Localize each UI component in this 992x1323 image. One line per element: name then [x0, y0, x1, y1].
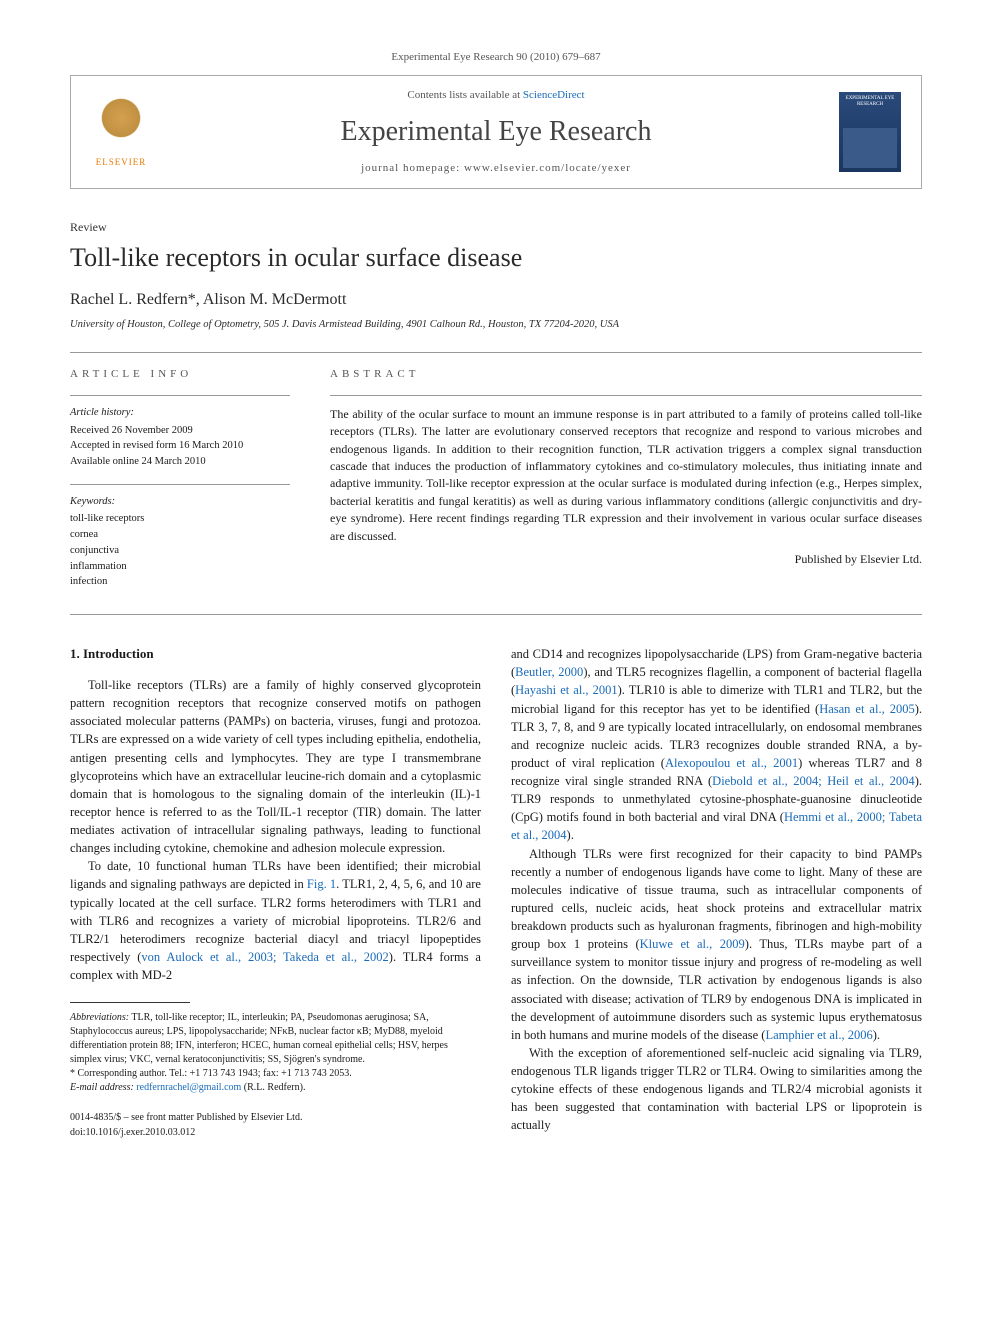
- corresponding-label: * Corresponding author.: [70, 1068, 169, 1079]
- article-type: Review: [70, 219, 922, 236]
- body-paragraph: and CD14 and recognizes lipopolysacchari…: [511, 645, 922, 844]
- citation-link[interactable]: Beutler, 2000: [515, 665, 583, 679]
- email-link[interactable]: redfernrachel@gmail.com: [136, 1082, 241, 1093]
- keyword: inflammation: [70, 559, 290, 575]
- body-text: 1. Introduction Toll-like receptors (TLR…: [70, 645, 922, 1140]
- figure-link[interactable]: Fig. 1: [307, 877, 336, 891]
- cover-image-icon: [843, 128, 897, 168]
- keyword: conjunctiva: [70, 543, 290, 559]
- publisher-name: ELSEVIER: [91, 156, 151, 169]
- citation-link[interactable]: Hasan et al., 2005: [819, 702, 915, 716]
- elsevier-tree-icon: [91, 94, 151, 154]
- abbrev-label: Abbreviations:: [70, 1012, 129, 1023]
- para-text: Although TLRs were first recognized for …: [511, 847, 922, 952]
- publisher-logo: ELSEVIER: [91, 94, 171, 170]
- body-paragraph: Toll-like receptors (TLRs) are a family …: [70, 676, 481, 857]
- keywords-heading: Keywords:: [70, 495, 290, 510]
- contents-available: Contents lists available at ScienceDirec…: [171, 88, 821, 103]
- citation-link[interactable]: Lamphier et al., 2006: [765, 1028, 872, 1042]
- journal-cover-thumbnail: EXPERIMENTAL EYE RESEARCH: [839, 92, 901, 172]
- citation-line: Experimental Eye Research 90 (2010) 679–…: [70, 50, 922, 65]
- history-heading: Article history:: [70, 406, 290, 421]
- abbreviations-footnote: Abbreviations: TLR, toll-like receptor; …: [70, 1011, 481, 1067]
- affiliation: University of Houston, College of Optome…: [70, 318, 922, 333]
- history-accepted: Accepted in revised form 16 March 2010: [70, 438, 290, 454]
- homepage-url[interactable]: www.elsevier.com/locate/yexer: [464, 162, 631, 174]
- body-paragraph: To date, 10 functional human TLRs have b…: [70, 857, 481, 984]
- abstract-column: ABSTRACT The ability of the ocular surfa…: [330, 367, 922, 604]
- para-text: ).: [873, 1028, 880, 1042]
- para-text: ). Thus, TLRs maybe part of a surveillan…: [511, 937, 922, 1042]
- journal-homepage: journal homepage: www.elsevier.com/locat…: [171, 161, 821, 176]
- corresponding-footnote: * Corresponding author. Tel.: +1 713 743…: [70, 1067, 481, 1081]
- keyword: infection: [70, 574, 290, 590]
- citation-link[interactable]: Hayashi et al., 2001: [515, 683, 617, 697]
- homepage-label: journal homepage:: [361, 162, 464, 174]
- copyright-line: 0014-4835/$ – see front matter Published…: [70, 1111, 481, 1126]
- citation-link[interactable]: Alexopoulou et al., 2001: [665, 756, 798, 770]
- history-received: Received 26 November 2009: [70, 423, 290, 439]
- email-suffix: (R.L. Redfern).: [241, 1082, 305, 1093]
- abstract-label: ABSTRACT: [330, 367, 922, 382]
- sciencedirect-link[interactable]: ScienceDirect: [523, 89, 585, 101]
- doi-line: doi:10.1016/j.exer.2010.03.012: [70, 1126, 481, 1141]
- body-paragraph: With the exception of aforementioned sel…: [511, 1044, 922, 1135]
- citation-link[interactable]: Kluwe et al., 2009: [640, 937, 745, 951]
- email-footnote: E-mail address: redfernrachel@gmail.com …: [70, 1081, 481, 1095]
- divider: [70, 614, 922, 615]
- para-text: ).: [567, 828, 574, 842]
- authors: Rachel L. Redfern*, Alison M. McDermott: [70, 289, 922, 311]
- history-online: Available online 24 March 2010: [70, 454, 290, 470]
- citation-link[interactable]: Diebold et al., 2004; Heil et al., 2004: [712, 774, 915, 788]
- abstract-text: The ability of the ocular surface to mou…: [330, 406, 922, 545]
- citation-link[interactable]: von Aulock et al., 2003; Takeda et al., …: [141, 950, 388, 964]
- journal-header-box: ELSEVIER Contents lists available at Sci…: [70, 75, 922, 189]
- divider: [70, 352, 922, 353]
- article-info-label: ARTICLE INFO: [70, 367, 290, 382]
- journal-name: Experimental Eye Research: [171, 112, 821, 151]
- keyword: toll-like receptors: [70, 511, 290, 527]
- body-paragraph: Although TLRs were first recognized for …: [511, 845, 922, 1044]
- article-info-column: ARTICLE INFO Article history: Received 2…: [70, 367, 290, 604]
- cover-title: EXPERIMENTAL EYE RESEARCH: [843, 96, 897, 107]
- keyword: cornea: [70, 527, 290, 543]
- corresponding-text: Tel.: +1 713 743 1943; fax: +1 713 743 2…: [169, 1068, 352, 1079]
- article-title: Toll-like receptors in ocular surface di…: [70, 242, 922, 273]
- publisher-line: Published by Elsevier Ltd.: [330, 551, 922, 568]
- email-label: E-mail address:: [70, 1082, 136, 1093]
- contents-text: Contents lists available at: [407, 89, 522, 101]
- intro-heading: 1. Introduction: [70, 645, 481, 664]
- footnote-divider: [70, 1002, 190, 1003]
